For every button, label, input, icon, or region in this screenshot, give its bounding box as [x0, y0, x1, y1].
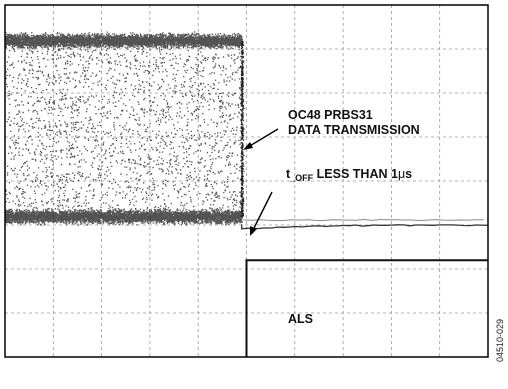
data-settled-trace-secondary	[243, 218, 484, 222]
data-arrow-head	[243, 142, 253, 150]
toff-annotation: t_OFF LESS THAN 1μs	[250, 167, 412, 236]
data-arrow-line	[247, 128, 279, 148]
toff-mu: μ	[398, 167, 405, 181]
als-step-trace	[245, 259, 488, 357]
noise-dots	[5, 31, 243, 226]
toff-unit: s	[405, 167, 412, 181]
toff-t: t	[286, 167, 291, 181]
data-transmission-noise-band	[5, 31, 245, 226]
data-label-line1: OC48 PRBS31	[288, 108, 373, 122]
noise-edge	[240, 40, 245, 218]
data-transmission-annotation: OC48 PRBS31 DATA TRANSMISSION	[243, 108, 420, 150]
toff-subscript: _OFF	[289, 173, 314, 183]
toff-label: t_OFF LESS THAN 1μs	[286, 167, 412, 183]
toff-text: LESS THAN 1	[313, 167, 398, 181]
data-label-line2: DATA TRANSMISSION	[288, 123, 420, 137]
als-label: ALS	[288, 312, 313, 326]
toff-arrow-line	[253, 191, 273, 229]
data-settled-trace	[241, 224, 488, 230]
toff-arrow-head	[250, 226, 257, 236]
figure-code: 04510-029	[495, 319, 505, 362]
scope-frame	[4, 4, 489, 358]
